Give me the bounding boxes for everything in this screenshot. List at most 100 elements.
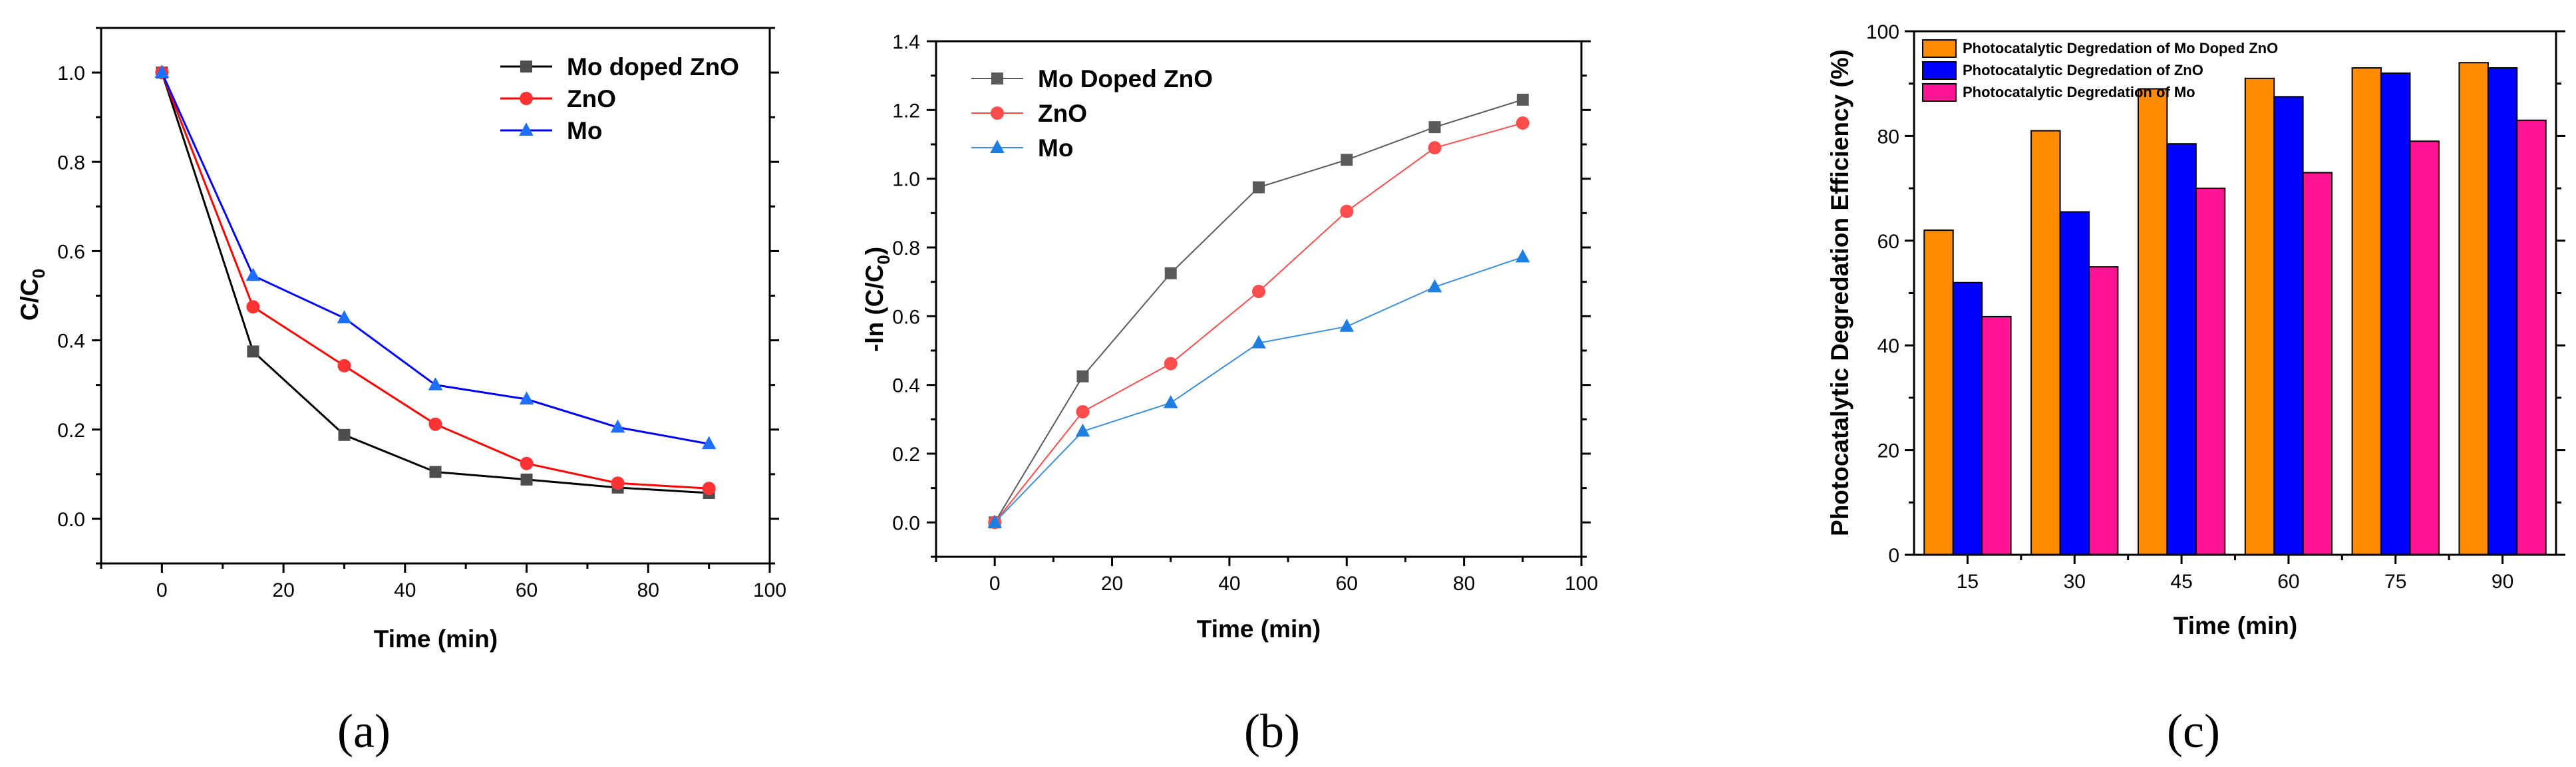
panel-b-legend-label: Mo [1038,134,1073,162]
panel-c-bar [1981,315,2012,555]
panel-c-chart: 15 30 45 60 75 90 0 20 40 60 80 100 Photocatalytic … [1826,21,2565,758]
panel-b-data-point [1427,279,1442,293]
panel-b-legend-marker [991,106,1004,120]
panel-b-x-tick-label: 40 [1218,573,1240,595]
panel-b-y-tick-label: 0.6 [892,306,920,328]
panel-c-bar [2195,188,2226,556]
panel-b-data-point [1428,121,1441,134]
panel-c-y-tick-label: 40 [1877,335,1899,357]
panel-a-x-tick-label: 60 [516,579,538,601]
panel-c-x-tick-label: 15 [1957,571,1979,593]
panel-b-series-line [994,98,1524,523]
panel-a-data-point [154,65,170,78]
panel-a-label: (a) [337,704,391,758]
panel-c-y-tick-label: 0 [1888,545,1899,567]
panel-b-legend-label: Mo Doped ZnO [1038,65,1213,92]
panel-a-data-point [247,345,259,358]
panel-b-data-point [1251,335,1266,349]
panel-c-x-tick-label: 30 [2064,571,2086,593]
panel-b-data-point [1252,285,1265,299]
panel-a-y-tick-label: 0.0 [57,509,85,531]
panel-a-data-point [520,456,534,470]
panel-b-y-axis-title-end: ) [861,247,888,255]
panel-a-y-tick-label: 0.8 [57,152,85,174]
panel-a-y-tick-label: 1.0 [57,63,85,84]
panel-c-x-tick-label: 45 [2170,571,2192,593]
panel-c-legend-swatch [1922,61,1957,80]
panel-a-legend-marker [520,92,533,105]
panel-c-y-tick-label: 100 [1866,21,1899,43]
panel-c-x-tick-label: 90 [2492,571,2513,593]
panel-c-x-tick-label: 75 [2384,571,2406,593]
panel-c-bar [2458,62,2489,556]
panel-c-bar [2137,88,2168,555]
panel-b-data-point [1516,116,1530,130]
panel-b-data-point [1339,319,1355,332]
panel-a-data-point [337,310,352,323]
panel-c-bar [2059,211,2090,555]
panel-b-y-axis-title-sub: 0 [874,255,893,264]
panel-a-x-tick-label: 40 [394,579,416,601]
panel-a-data-point [246,300,260,314]
panel-a-data-point [520,473,533,486]
panel-c-bars [1923,62,2547,556]
panel-b-y-tick-label: 0.2 [892,444,920,466]
panel-c-legend-swatch [1922,83,1957,102]
panel-c-bar [2351,67,2382,555]
panel-b-legend: Mo Doped ZnO ZnO Mo [971,65,1213,162]
panel-a-legend-label: ZnO [567,85,616,112]
panel-b-y-tick-label: 1.2 [892,100,920,122]
panel-b-y-tick-label: 0.0 [892,512,920,534]
panel-a-data-point [428,417,442,431]
panel-b-legend-label: ZnO [1038,100,1087,127]
panel-b-x-tick-label: 100 [1565,573,1598,595]
panel-c-y-tick-label: 80 [1877,126,1899,148]
panel-b-series [987,93,1530,530]
panel-c-bar [2088,266,2119,555]
panel-b-data-point [1164,267,1177,279]
panel-b-data-point [1076,370,1089,383]
panel-c-bar [1952,281,1983,555]
panel-a-x-tick-label: 20 [272,579,294,601]
panel-c-legend-label: Photocatalytic Degredation of ZnO [1963,62,2203,78]
panel-c-x-axis-title: Time (min) [2174,612,2297,639]
panel-c-y-axis-title: Photocatalytic Degredation Efficiency (%… [1826,49,1853,536]
panel-b-y-tick-label: 0.8 [892,237,920,259]
panel-b-data-point [1516,249,1530,263]
panel-a-data-point [610,419,625,433]
panel-c-bar [2409,140,2440,555]
panel-a-data-point [701,436,717,450]
panel-a-data-point [337,359,351,373]
panel-a-ticks: 0 20 40 60 80 100 0.0 0.2 0.4 0.6 0.8 1.0 [57,27,786,601]
panel-b-y-tick-label: 1.4 [892,31,920,53]
panel-a-data-point [611,476,625,490]
panel-a-y-tick-label: 0.2 [57,420,85,442]
panel-b-x-axis-title: Time (min) [1197,615,1321,643]
panel-b-y-axis-title: -ln (C/C0) [861,247,893,352]
panel-b-y-axis-title-main: -ln (C/C [861,265,888,353]
panel-b-data-point [1075,423,1090,437]
panel-a-data-point [245,267,261,281]
panel-b-data-point [1253,181,1265,194]
panel-b-data-point [1516,93,1529,106]
panel-b-data-point [1428,141,1442,155]
panel-b-chart: 0 20 40 60 80 100 0.0 0.2 0.4 0.6 0.8 1.0 1.2 1.4 Mo … [861,31,1598,758]
panel-a-x-axis-title: Time (min) [374,625,498,653]
panel-b-label: (b) [1244,704,1300,758]
panel-a-y-axis-title-sub: 0 [29,269,49,278]
panel-a-data-point [519,391,534,405]
panel-b-x-tick-label: 80 [1453,573,1475,595]
panel-c-bar [2166,143,2197,555]
panel-a-chart: 0 20 40 60 80 100 0.0 0.2 0.4 0.6 0.8 1.0 Mo doped … [16,27,786,758]
panel-c-label: (c) [2167,704,2220,758]
panel-c-bar [2273,96,2304,555]
panel-c-bar [2380,72,2411,555]
panel-b-ticks: 0 20 40 60 80 100 0.0 0.2 0.4 0.6 0.8 1.0 1.2 1.4 [892,31,1598,595]
panel-c-x-tick-label: 60 [2277,571,2299,593]
panel-c-bar [2302,172,2333,555]
panel-b-data-point [1341,154,1353,166]
panel-c-y-tick-label: 20 [1877,440,1899,462]
panel-a-legend-marker [520,61,532,73]
panel-a-y-tick-label: 0.6 [57,241,85,263]
panel-a-y-axis-title-main: C/C [16,278,43,321]
